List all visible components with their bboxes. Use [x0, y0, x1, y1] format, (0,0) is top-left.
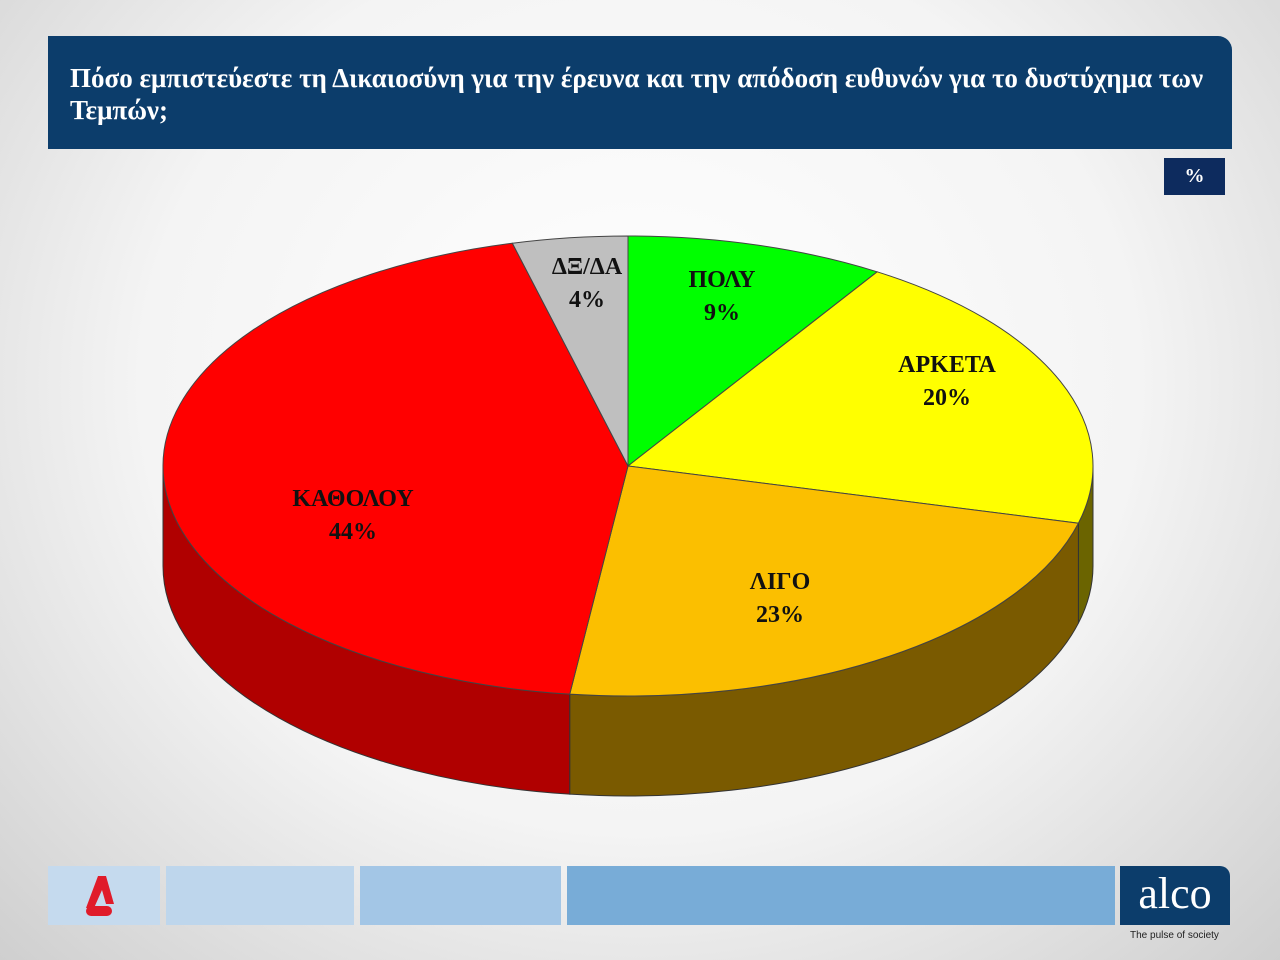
slice-label-0: ΠΟΛΥ [688, 267, 755, 293]
footer-bar-2 [360, 866, 561, 925]
slice-label-3: ΚΑΘΟΛΟΥ [292, 486, 413, 512]
slice-value-3: 44% [329, 519, 377, 545]
pie-slice-2 [569, 465, 1080, 697]
pie-slice-3 [162, 242, 629, 695]
slice-label-4: ΔΞ/ΔΑ [552, 254, 623, 280]
pie-slice-4 [511, 235, 629, 467]
slice-label-1: ΑΡΚΕΤΑ [898, 352, 996, 378]
slice-value-1: 20% [923, 385, 971, 411]
chart-title: Πόσο εμπιστεύεστε τη Δικαιοσύνη για την … [48, 36, 1232, 149]
slice-value-4: 4% [569, 287, 605, 313]
footer-bar-3 [567, 866, 1115, 925]
footer-bar-1 [166, 866, 354, 925]
alco-logo: alco [1120, 866, 1230, 925]
alco-tagline: The pulse of society [1130, 930, 1219, 941]
slice-label-2: ΛΙΓΟ [750, 569, 810, 595]
alpha-news-logo [48, 866, 160, 925]
slice-value-0: 9% [704, 300, 740, 326]
unit-badge: % [1164, 158, 1225, 195]
pie-slice-1 [626, 271, 1094, 524]
pie-slice-0 [627, 235, 879, 468]
alpha-logo-icon [86, 876, 114, 916]
slice-value-2: 23% [756, 602, 804, 628]
